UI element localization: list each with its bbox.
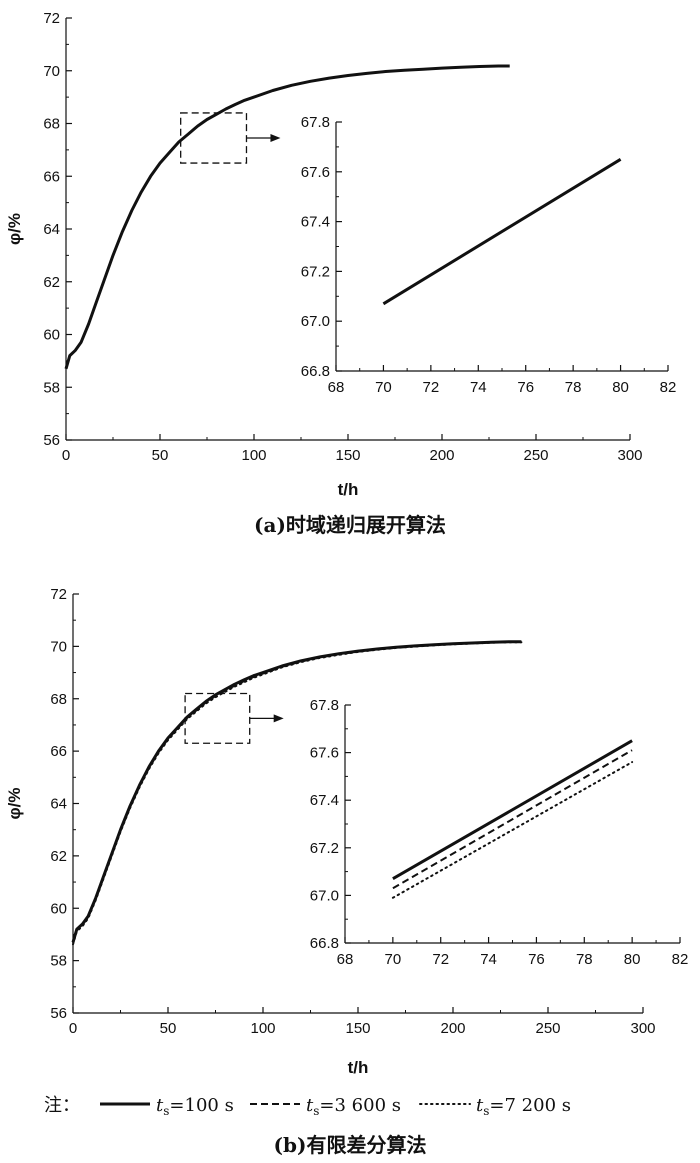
- inset-x-tick-label: 76: [517, 379, 534, 396]
- inset-x-tick-label: 74: [470, 379, 487, 396]
- y-tick-label: 68: [43, 116, 60, 133]
- series-line-dotted: [72, 641, 523, 946]
- inset-x-tick-label: 80: [624, 951, 641, 968]
- y-tick-label: 70: [50, 638, 67, 655]
- inset-x-tick-label: 68: [328, 379, 345, 396]
- y-tick-label: 70: [43, 63, 60, 80]
- y-tick-label: 62: [43, 274, 60, 291]
- inset-y-tick-label: 67.8: [301, 114, 330, 131]
- y-axis-label: φ/%: [5, 213, 24, 245]
- caption-b: (b)有限差分算法: [274, 1133, 427, 1157]
- inset-y-tick-label: 67.6: [310, 745, 339, 762]
- inset-y-tick-label: 67.8: [310, 697, 339, 714]
- inset-series-line-dotted: [391, 761, 634, 899]
- x-axis-label: t/h: [348, 1058, 369, 1077]
- inset-background: [305, 695, 688, 971]
- legend: 注： ts=100 s ts=3 600 s ts=7 200 s: [44, 1095, 571, 1118]
- x-tick-label: 100: [241, 447, 266, 464]
- zoom-box: [184, 692, 251, 744]
- legend-label-dashed: ts=3 600 s: [306, 1095, 401, 1118]
- inset-x-tick-label: 78: [565, 379, 582, 396]
- inset-y-tick-label: 67.0: [310, 887, 339, 904]
- inset-y-tick-label: 67.6: [301, 164, 330, 181]
- x-tick-label: 50: [160, 1020, 177, 1037]
- inset-y-tick-label: 67.2: [310, 840, 339, 857]
- inset-x-tick-label: 80: [612, 379, 629, 396]
- inset-y-tick-label: 67.4: [310, 792, 339, 809]
- inset-x-tick-label: 68: [337, 951, 354, 968]
- inset-y-tick-label: 66.8: [301, 363, 330, 380]
- inset-x-tick-label: 72: [423, 379, 440, 396]
- inset-x-tick-label: 78: [576, 951, 593, 968]
- x-tick-label: 250: [535, 1020, 560, 1037]
- x-tick-label: 0: [62, 447, 70, 464]
- legend-label-solid: ts=100 s: [156, 1095, 234, 1118]
- y-tick-label: 64: [50, 796, 67, 813]
- zoom-arrow-head: [273, 714, 284, 723]
- y-tick-label: 56: [50, 1005, 67, 1022]
- y-axis-label: φ/%: [5, 788, 24, 820]
- y-tick-label: 66: [50, 743, 67, 760]
- y-tick-label: 60: [50, 900, 67, 917]
- inset-series-line-solid: [392, 739, 633, 880]
- x-axis-label: t/h: [338, 480, 359, 499]
- inset-x-tick-label: 70: [375, 379, 392, 396]
- y-tick-label: 64: [43, 221, 60, 238]
- inset-y-tick-label: 67.0: [301, 313, 330, 330]
- caption-a: (a)时域递归展开算法: [254, 513, 446, 537]
- y-tick-label: 72: [50, 586, 67, 603]
- y-tick-label: 56: [43, 432, 60, 449]
- legend-prefix: 注：: [44, 1095, 80, 1116]
- inset-x-tick-label: 76: [528, 951, 545, 968]
- inset-x-tick-label: 82: [660, 379, 677, 396]
- y-tick-label: 68: [50, 691, 67, 708]
- y-tick-label: 60: [43, 327, 60, 344]
- inset-series-line-solid: [382, 158, 622, 306]
- inset-y-tick-label: 66.8: [310, 935, 339, 952]
- y-tick-label: 62: [50, 848, 67, 865]
- zoom-arrow-head: [270, 134, 281, 143]
- y-tick-label: 72: [43, 10, 60, 27]
- x-tick-label: 250: [523, 447, 548, 464]
- inset-x-tick-label: 70: [385, 951, 402, 968]
- inset-series-line-dashed: [392, 749, 633, 890]
- x-tick-label: 200: [440, 1020, 465, 1037]
- x-tick-label: 50: [152, 447, 169, 464]
- inset-y-tick-label: 67.2: [301, 263, 330, 280]
- x-tick-label: 0: [69, 1020, 77, 1037]
- x-tick-label: 100: [250, 1020, 275, 1037]
- x-tick-label: 300: [617, 447, 642, 464]
- series-line-solid: [64, 64, 510, 370]
- inset-y-tick-label: 67.4: [301, 214, 330, 231]
- inset-x-tick-label: 72: [432, 951, 449, 968]
- inset-x-tick-label: 74: [480, 951, 497, 968]
- x-tick-label: 150: [335, 447, 360, 464]
- inset-background: [296, 112, 676, 399]
- panel-a: 56 58 60 62 64 66 68 70 72 0 50 100 150 200 250 300 t/h φ…: [5, 10, 676, 499]
- panel-b: 56 58 60 62 64 66 68 70 72 0 50 100 150 200 250 300 t/h φ…: [5, 586, 688, 1077]
- legend-label-dotted: ts=7 200 s: [476, 1095, 571, 1118]
- y-tick-label: 66: [43, 168, 60, 185]
- x-tick-label: 300: [630, 1020, 655, 1037]
- x-tick-label: 200: [429, 447, 454, 464]
- y-tick-label: 58: [50, 953, 67, 970]
- zoom-box: [180, 112, 248, 164]
- inset-x-tick-label: 82: [672, 951, 689, 968]
- x-tick-label: 150: [345, 1020, 370, 1037]
- y-tick-label: 58: [43, 379, 60, 396]
